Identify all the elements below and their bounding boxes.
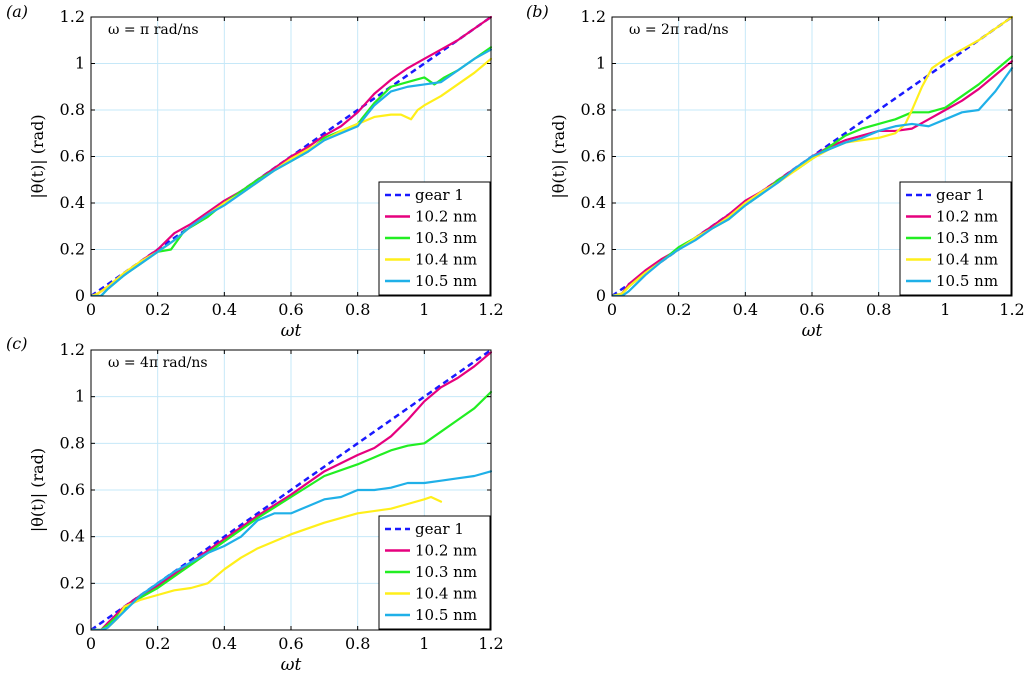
legend-label-10-4-nm: 10.4 nm: [415, 585, 477, 603]
y-tick-label: 0: [75, 286, 85, 305]
y-tick-label: 1: [75, 54, 85, 73]
y-tick-label: 0.4: [60, 193, 85, 212]
x-tick-label: 0.4: [733, 300, 758, 319]
y-tick-label: 1: [75, 387, 85, 406]
legend: gear 1 10.2 nm 10.3 nm 10.4 nm 10.5 nm: [378, 515, 491, 630]
omega-annotation: ω = 4π rad/ns: [108, 355, 208, 371]
panel-b: 0 0.2 0.4 0.6 0.8 1 1.2 0 0.2 0.4 0.6 0.8 1 1.2 ωt |θ(t…: [526, 2, 1024, 341]
x-tick-label: 0.6: [278, 300, 303, 319]
legend-label-10-2-nm: 10.2 nm: [415, 542, 477, 560]
series-line-10-5-nm: [91, 48, 492, 296]
y-tick-label: 0.2: [60, 573, 85, 592]
y-tick-label: 0.6: [60, 147, 85, 166]
x-tick-label: 0.2: [145, 634, 170, 653]
x-tick-label: 1: [940, 300, 950, 319]
panel-label: (a): [6, 2, 28, 21]
x-axis-label: ωt: [281, 655, 302, 671]
y-tick-label: 0.4: [60, 527, 85, 546]
panel-a: 0 0.2 0.4 0.6 0.8 1 1.2 0 0.2 0.4 0.6 0.8 1 1.2 ωt |θ(t…: [6, 2, 504, 341]
x-tick-label: 0.2: [666, 300, 691, 319]
series-group: [91, 348, 492, 630]
legend-label-10-2-nm: 10.2 nm: [936, 208, 998, 226]
panel-label: (c): [6, 334, 27, 353]
omega-annotation: ω = π rad/ns: [108, 22, 199, 38]
x-tick-label: 0.2: [145, 300, 170, 319]
x-tick-label: 0.4: [212, 300, 237, 319]
legend: gear 1 10.2 nm 10.3 nm 10.4 nm 10.5 nm: [899, 181, 1012, 296]
x-tick-label: 1: [419, 300, 429, 319]
series-group: [91, 15, 492, 296]
y-axis-label: |θ(t)| (rad): [549, 114, 568, 198]
y-tick-label: 0.8: [60, 433, 85, 452]
y-tick-label: 0.8: [581, 100, 606, 119]
y-tick-label: 0.2: [581, 240, 606, 259]
x-axis-label: ωt: [802, 321, 823, 341]
y-tick-label: 0.6: [581, 147, 606, 166]
legend-label-10-4-nm: 10.4 nm: [936, 251, 998, 269]
series-group: [612, 15, 1013, 296]
series-line-10-3-nm: [91, 390, 492, 630]
legend-label-10-5-nm: 10.5 nm: [936, 272, 998, 290]
panel-label: (b): [526, 2, 549, 21]
panel-c: 0 0.2 0.4 0.6 0.8 1 1.2 0 0.2 0.4 0.6 0.8 1 1.2 ωt |θ(t…: [6, 334, 504, 675]
x-tick-label: 0: [86, 300, 96, 319]
y-tick-label: 0.6: [60, 480, 85, 499]
y-tick-label: 0: [596, 286, 606, 305]
y-axis-label: |θ(t)| (rad): [28, 114, 47, 198]
series-line-10-5-nm: [91, 470, 492, 630]
legend: gear 1 10.2 nm 10.3 nm 10.4 nm 10.5 nm: [378, 181, 491, 296]
y-axis-label: |θ(t)| (rad): [28, 448, 47, 532]
y-tick-label: 1.2: [581, 7, 606, 26]
y-tick-label: 0: [75, 620, 85, 639]
x-axis-label: ωt: [281, 321, 302, 341]
x-tick-label: 0: [86, 634, 96, 653]
x-tick-label: 1: [419, 634, 429, 653]
y-tick-label: 1.2: [60, 7, 85, 26]
x-tick-label: 0.8: [866, 300, 891, 319]
legend-label-10-5-nm: 10.5 nm: [415, 272, 477, 290]
y-tick-label: 0.8: [60, 100, 85, 119]
legend-label-gear-1: gear 1: [936, 186, 985, 204]
legend-label-gear-1: gear 1: [415, 186, 464, 204]
x-tick-label: 0.6: [799, 300, 824, 319]
x-tick-label: 0.8: [345, 300, 370, 319]
legend-label-10-3-nm: 10.3 nm: [936, 229, 998, 247]
y-tick-label: 0.4: [581, 193, 606, 212]
x-tick-label: 0.6: [278, 634, 303, 653]
omega-annotation: ω = 2π rad/ns: [629, 22, 729, 38]
x-tick-label: 1.2: [999, 300, 1024, 319]
x-tick-label: 1.2: [478, 634, 503, 653]
legend-label-10-3-nm: 10.3 nm: [415, 229, 477, 247]
legend-label-10-3-nm: 10.3 nm: [415, 563, 477, 581]
x-tick-label: 0: [607, 300, 617, 319]
legend-label-10-4-nm: 10.4 nm: [415, 251, 477, 269]
y-tick-label: 1.2: [60, 340, 85, 359]
x-tick-label: 1.2: [478, 300, 503, 319]
legend-label-10-5-nm: 10.5 nm: [415, 606, 477, 624]
y-tick-label: 1: [596, 54, 606, 73]
legend-label-10-2-nm: 10.2 nm: [415, 208, 477, 226]
y-tick-label: 0.2: [60, 240, 85, 259]
legend-label-gear-1: gear 1: [415, 520, 464, 538]
x-tick-label: 0.8: [345, 634, 370, 653]
series-line-10-5-nm: [612, 67, 1013, 296]
x-tick-label: 0.4: [212, 634, 237, 653]
